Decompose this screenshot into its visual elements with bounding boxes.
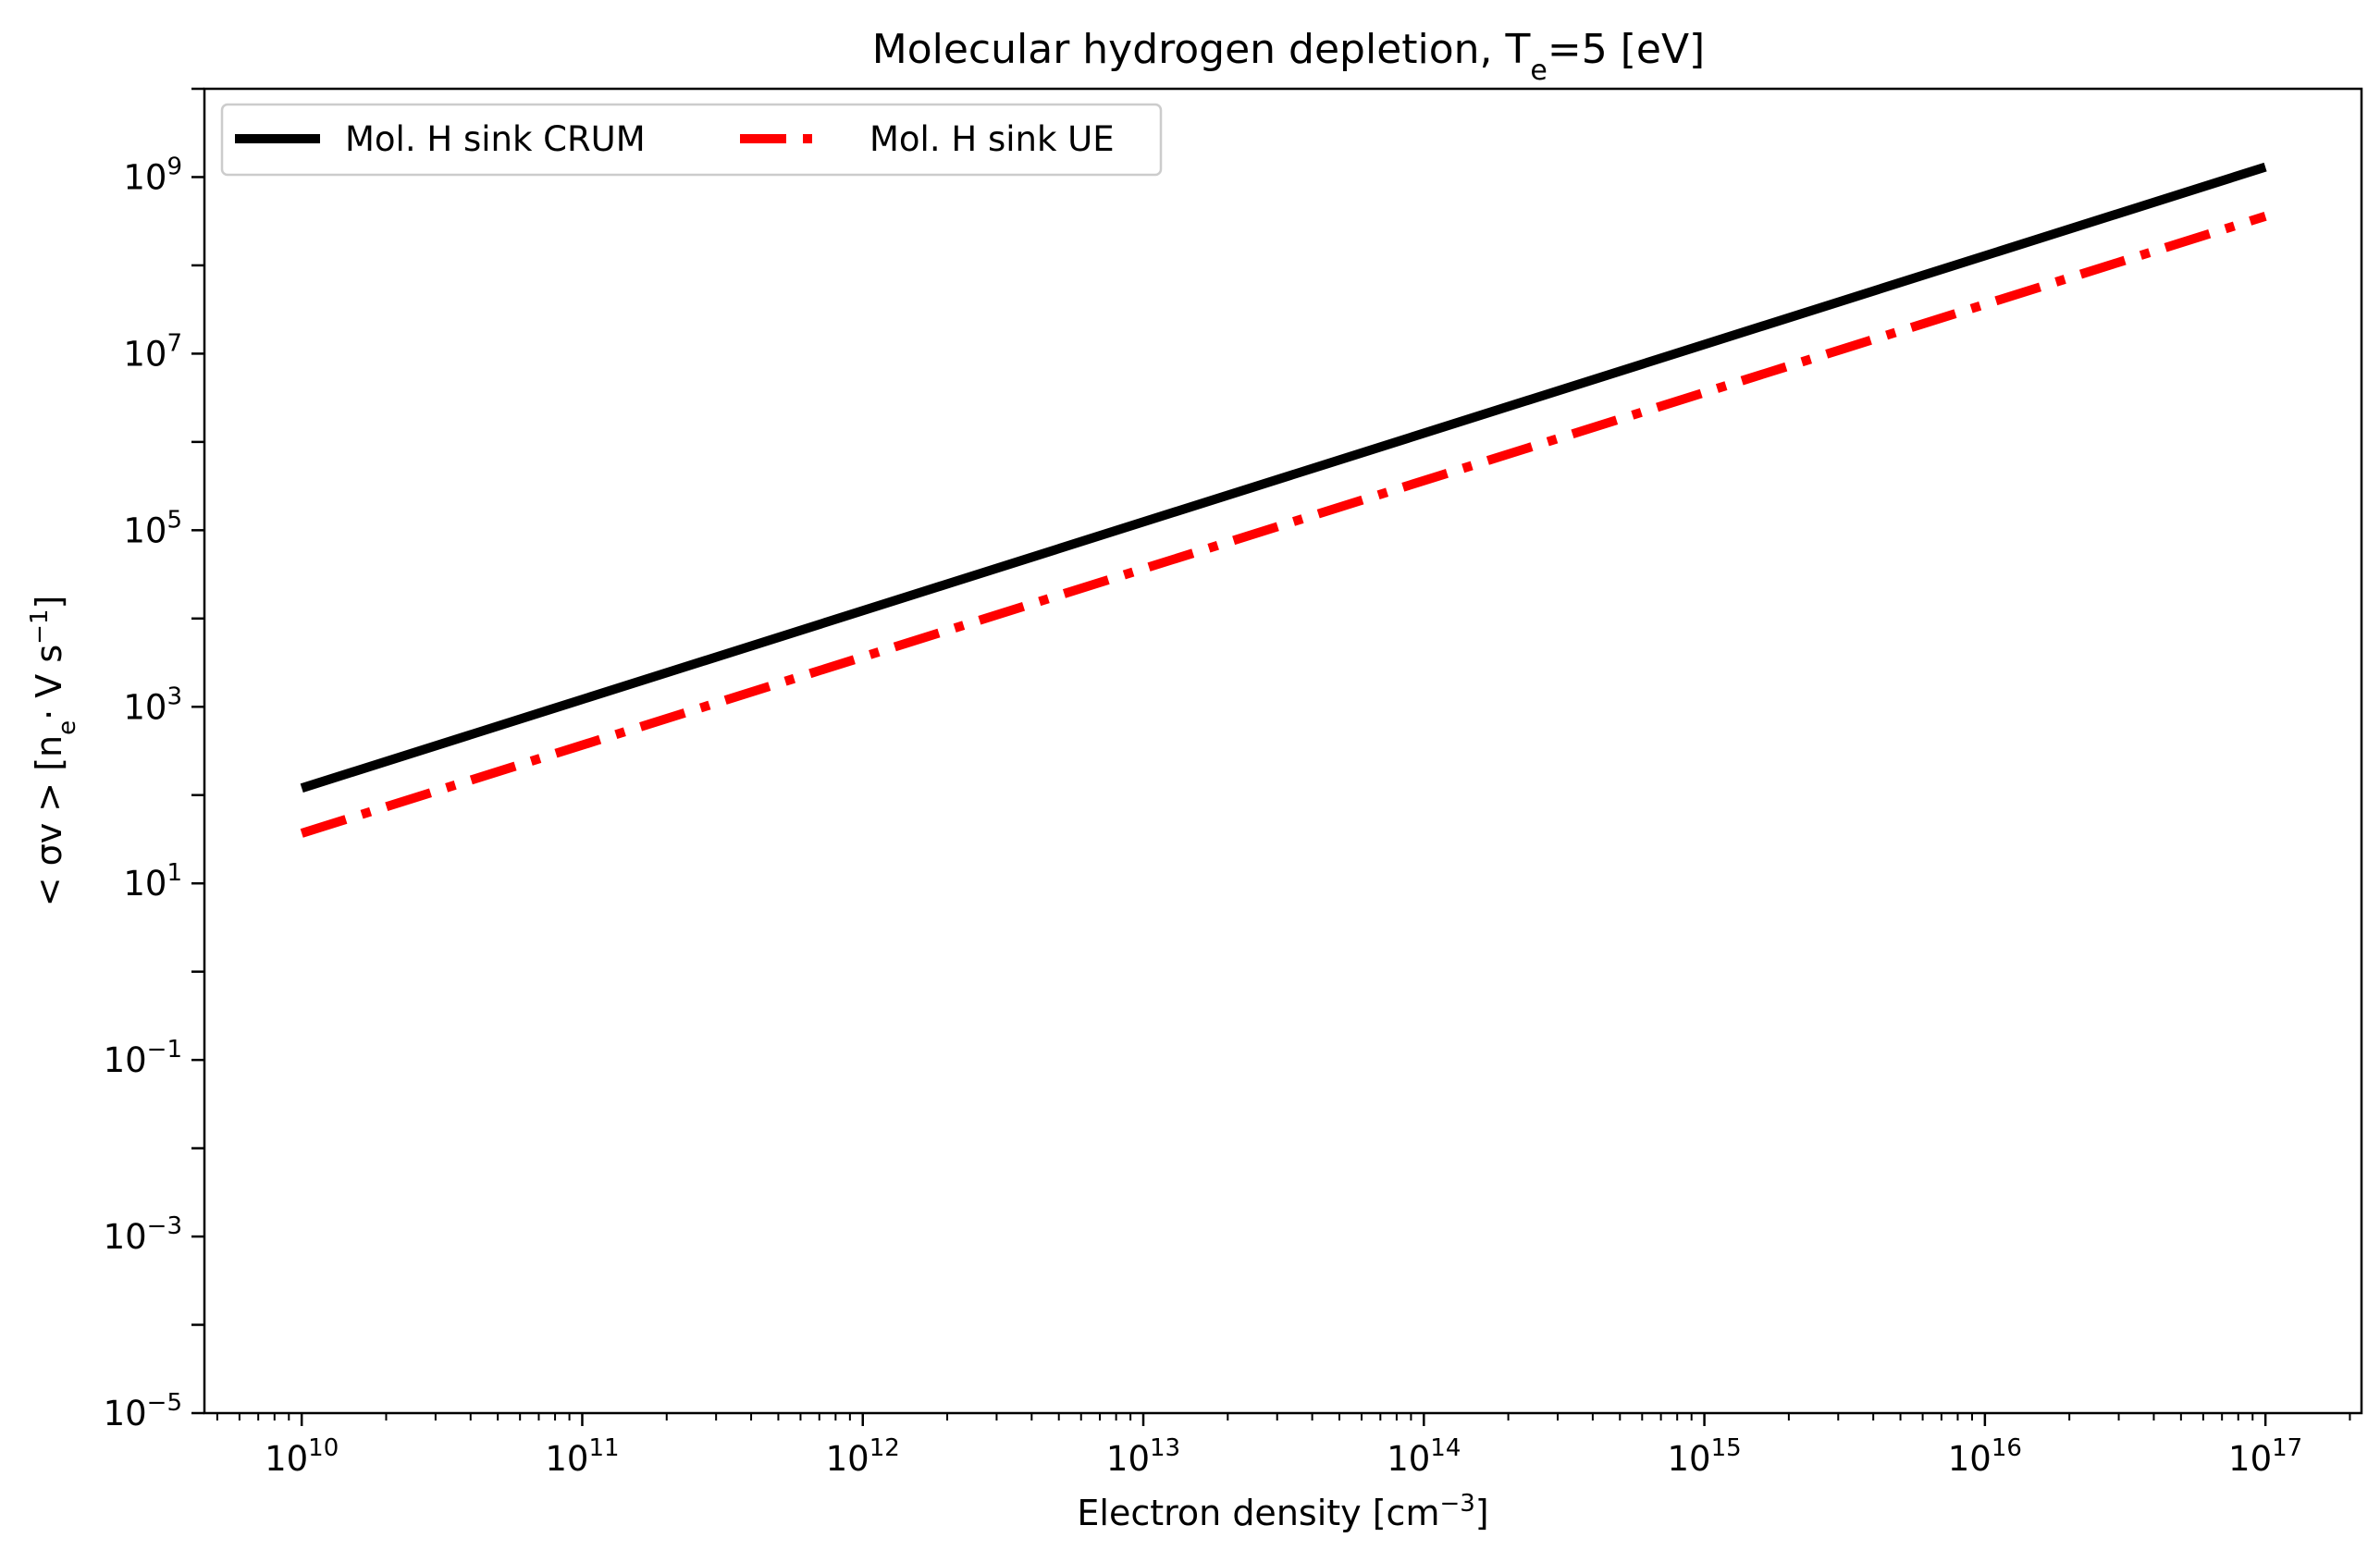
x-tick-label: 1011 (545, 1434, 619, 1479)
legend-label-crum: Mol. H sink CRUM (345, 119, 646, 159)
y-tick-label: 101 (123, 859, 182, 904)
x-tick-label: 1012 (826, 1434, 900, 1479)
y-tick-label: 107 (123, 329, 182, 374)
x-axis-ticks: 1010 1011 1012 1013 1014 1015 1016 1017 (216, 1413, 2351, 1479)
y-tick-label: 10−5 (104, 1389, 182, 1433)
series-line-0 (300, 162, 2267, 793)
legend: Mol. H sink CRUM Mol. H sink UE (220, 103, 1163, 177)
legend-label-ue: Mol. H sink UE (869, 119, 1115, 159)
x-tick-label: 1014 (1387, 1434, 1461, 1479)
y-tick-label: 103 (123, 683, 182, 727)
y-tick-label: 10−1 (104, 1036, 182, 1080)
legend-box (220, 103, 1163, 177)
x-tick-label: 1010 (265, 1434, 339, 1479)
y-axis-ticks: 10−5 10−3 10−1 101 103 105 107 109 (104, 87, 204, 1433)
y-tick-label: 105 (123, 506, 182, 550)
series-line-1 (300, 212, 2267, 838)
series-layer (300, 162, 2267, 838)
chart-title: Molecular hydrogen depletion, Te=5 [eV] (872, 26, 1705, 87)
y-tick-label: 109 (123, 153, 182, 197)
y-tick-label: 10−3 (104, 1212, 182, 1257)
x-axis-label: Electron density [cm−3] (1077, 1490, 1488, 1533)
x-tick-label: 1016 (1948, 1434, 2022, 1479)
x-tick-label: 1015 (1667, 1434, 1741, 1479)
plot-area (203, 87, 2363, 1415)
x-tick-label: 1017 (2228, 1434, 2302, 1479)
y-axis-label: < σv > [ne· V s−1] (26, 596, 81, 907)
x-tick-label: 1013 (1106, 1434, 1180, 1479)
